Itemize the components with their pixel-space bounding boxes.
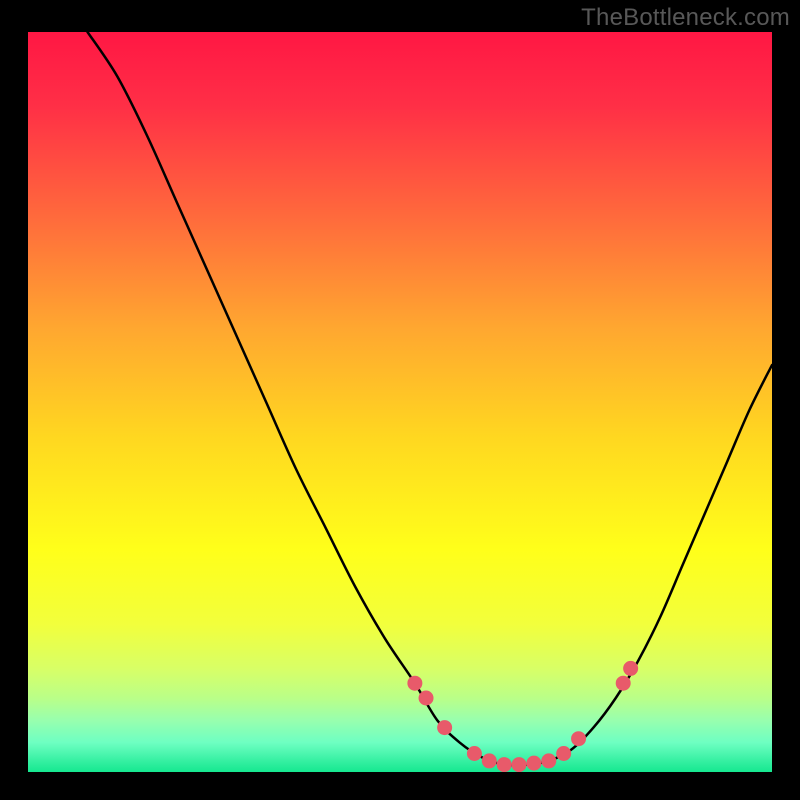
marker-dot — [497, 758, 511, 772]
marker-dot — [572, 732, 586, 746]
marker-dot — [408, 676, 422, 690]
marker-dot — [512, 758, 526, 772]
marker-dot — [467, 747, 481, 761]
marker-dot — [542, 754, 556, 768]
watermark-text: TheBottleneck.com — [581, 4, 790, 32]
marker-dot — [482, 754, 496, 768]
bottleneck-chart-svg — [0, 0, 800, 800]
marker-dot — [438, 721, 452, 735]
marker-dot — [527, 756, 541, 770]
marker-dot — [616, 676, 630, 690]
marker-dot — [557, 747, 571, 761]
marker-dot — [419, 691, 433, 705]
marker-dot — [624, 661, 638, 675]
chart-canvas: TheBottleneck.com — [0, 0, 800, 800]
